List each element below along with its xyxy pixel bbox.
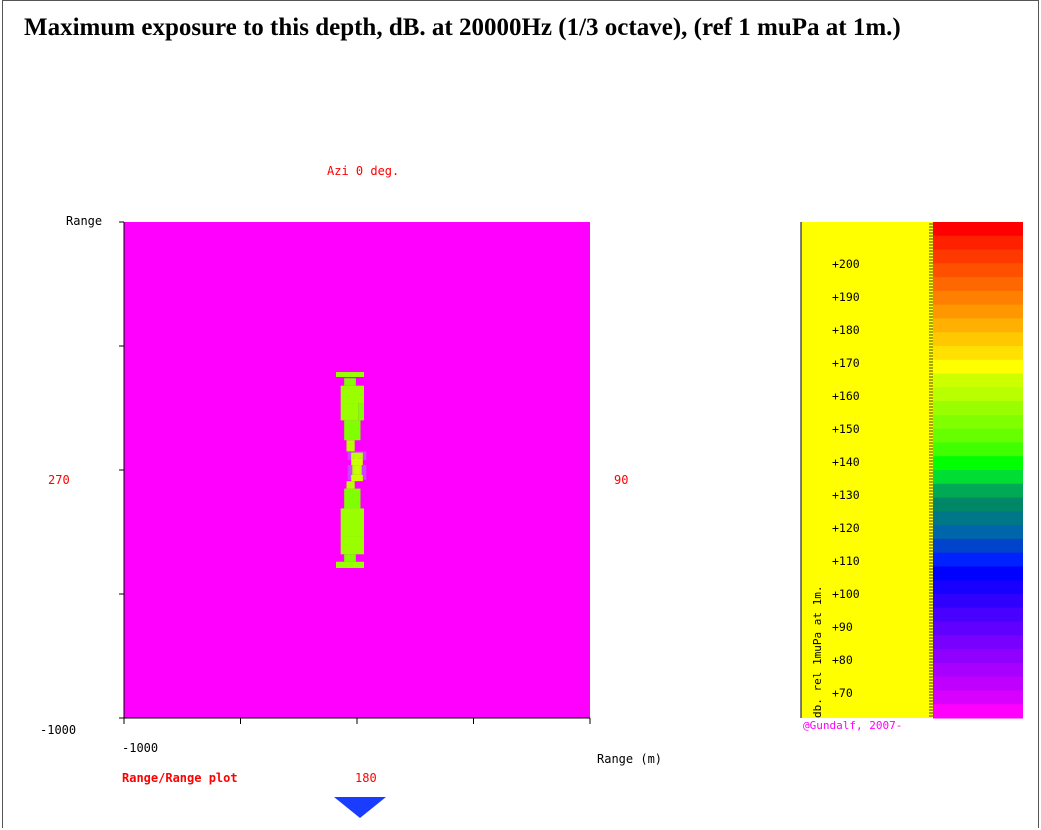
- scale-band: [933, 414, 1023, 430]
- scale-tick-label: +180: [832, 323, 860, 337]
- scale-band: [933, 373, 1023, 388]
- scale-band: [933, 346, 1023, 361]
- heatmap-cell: [344, 420, 361, 441]
- y-axis-label: Range: [66, 214, 103, 228]
- plot-axes: [119, 221, 591, 724]
- scale-band: [933, 290, 1023, 306]
- scale-band: [933, 428, 1023, 443]
- color-scale-minor-ticks: [929, 223, 933, 717]
- heatmap-cell: [340, 403, 359, 421]
- color-scale-labels: +200 +190 +180 +170 +160 +150 +140 +130 +120 +110…: [832, 257, 860, 700]
- scale-band: [933, 594, 1023, 609]
- scale-tick-label: +110: [832, 554, 860, 568]
- scale-band: [933, 222, 1023, 237]
- heatmap-cell: [351, 452, 363, 459]
- scale-band: [933, 249, 1023, 264]
- heatmap-cell: [343, 519, 360, 532]
- scale-tick-label: +190: [832, 290, 860, 304]
- scale-band: [933, 525, 1023, 540]
- heatmap-cell: [354, 456, 357, 466]
- y-tick-label-min: -1000: [40, 723, 77, 737]
- color-scale-bands: [933, 222, 1023, 719]
- scale-band: [933, 277, 1023, 292]
- scale-band: [933, 483, 1023, 499]
- credit-label: @Gundalf, 2007-: [803, 719, 903, 732]
- scale-band: [933, 552, 1023, 567]
- scale-band: [933, 263, 1023, 278]
- scale-band: [933, 649, 1023, 664]
- heatmap-cell: [344, 488, 361, 509]
- scale-tick-label: +100: [832, 587, 860, 601]
- scale-band: [933, 456, 1023, 471]
- scale-tick-label: +130: [832, 488, 860, 502]
- scale-band: [933, 580, 1023, 595]
- heatmap-cell: [346, 481, 355, 489]
- scale-tick-label: +150: [832, 422, 860, 436]
- scale-tick-label: +200: [832, 257, 860, 271]
- bearing-left: 270: [48, 473, 70, 487]
- scale-band: [933, 676, 1023, 691]
- scale-band: [933, 497, 1023, 512]
- heatmap-cell: [340, 385, 364, 404]
- scale-tick-label: +90: [832, 620, 853, 634]
- scale-band: [933, 538, 1023, 554]
- scale-band: [933, 511, 1023, 526]
- scale-band: [933, 359, 1023, 375]
- scale-band: [933, 635, 1023, 650]
- heatmap-cells: [336, 372, 367, 568]
- page-title: Maximum exposure to this depth, dB. at 2…: [24, 14, 901, 41]
- down-arrow-icon[interactable]: [334, 797, 386, 818]
- scale-band: [933, 607, 1023, 623]
- azimuth-label: Azi 0 deg.: [327, 164, 400, 178]
- scale-tick-label: +80: [832, 653, 853, 667]
- scale-band: [933, 690, 1023, 705]
- scale-tick-label: +70: [832, 686, 853, 700]
- scale-axis-label: db. rel 1muPa at 1m.: [811, 585, 824, 718]
- scale-band: [933, 704, 1023, 719]
- heatmap-cell: [354, 466, 360, 474]
- heatmap-cell: [336, 372, 364, 377]
- scale-band: [933, 442, 1023, 457]
- bearing-right: 90: [614, 473, 629, 487]
- scale-tick-label: +120: [832, 521, 860, 535]
- scale-band: [933, 621, 1023, 636]
- scale-band: [933, 566, 1023, 581]
- scale-tick-label: +160: [832, 389, 860, 403]
- x-axis-label: Range (m): [597, 752, 663, 766]
- heatmap-cell: [346, 440, 355, 452]
- x-tick-label-min: -1000: [122, 741, 159, 755]
- scale-tick-label: +140: [832, 455, 860, 469]
- heatmap-cell: [344, 378, 356, 386]
- bearing-bottom: 180: [355, 771, 377, 785]
- scale-band: [933, 235, 1023, 251]
- scale-band: [933, 318, 1023, 333]
- scale-band: [933, 662, 1023, 678]
- plot-type-label: Range/Range plot: [122, 771, 238, 785]
- scale-band: [933, 401, 1023, 416]
- heatmap-cell: [351, 474, 363, 482]
- scale-panel: [801, 222, 933, 718]
- heatmap-cell: [336, 561, 364, 568]
- scale-tick-label: +170: [832, 356, 860, 370]
- scale-band: [933, 304, 1023, 319]
- scale-band: [933, 332, 1023, 347]
- scale-band: [933, 387, 1023, 402]
- heatmap-cell: [340, 536, 364, 555]
- heatmap-cell: [358, 403, 364, 421]
- scale-band: [933, 470, 1023, 485]
- heatmap-cell: [344, 554, 356, 562]
